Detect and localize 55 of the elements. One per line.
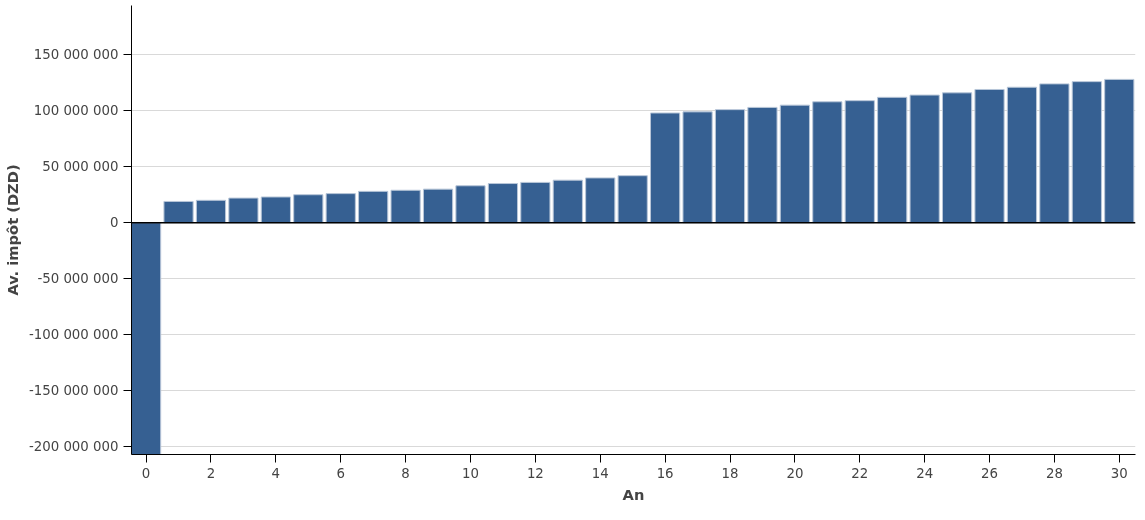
bar: [974, 88, 1005, 224]
y-tick-label: 150 000 000: [33, 47, 119, 63]
bar: [1071, 81, 1102, 224]
bar: [650, 112, 681, 224]
bar: [358, 190, 389, 224]
y-tick-label: 0: [110, 215, 119, 231]
bar: [585, 177, 616, 224]
x-tick-label: 2: [206, 465, 216, 481]
bar: [1104, 78, 1135, 224]
bar: [390, 189, 421, 224]
bar: [228, 197, 259, 224]
bar: [195, 199, 227, 224]
x-tick-label: 4: [271, 465, 281, 481]
x-tick-label: 20: [786, 465, 804, 481]
bar: [812, 101, 843, 224]
x-axis-title: An: [622, 485, 645, 503]
bar: [260, 196, 291, 224]
x-tick-label: 30: [1110, 465, 1128, 481]
bar: [1039, 83, 1070, 224]
bar: [552, 179, 583, 224]
bar: [747, 106, 778, 224]
bar: [163, 200, 194, 224]
bar: [487, 183, 519, 224]
x-tick-label: 28: [1045, 465, 1063, 481]
y-tick-label: -100 000 000: [28, 327, 119, 343]
x-tick-label: 14: [591, 465, 609, 481]
x-tick-label: 10: [462, 465, 479, 481]
y-tick-label: -200 000 000: [28, 439, 119, 455]
bar: [682, 111, 713, 224]
x-tick-label: 26: [981, 465, 999, 481]
x-tick-label: 24: [916, 465, 934, 481]
x-tick-label: 8: [401, 465, 410, 481]
y-tick-label: -50 000 000: [37, 271, 119, 287]
bar: [520, 181, 551, 224]
bar: [422, 188, 454, 224]
bar: [455, 185, 486, 224]
y-tick-label: 100 000 000: [33, 103, 119, 119]
x-tick-label: 0: [141, 465, 151, 481]
bar: [131, 222, 162, 455]
bar: [941, 92, 973, 224]
x-tick-label: 22: [851, 465, 869, 481]
y-tick-label: -150 000 000: [28, 383, 119, 399]
bar: [909, 94, 940, 224]
bar: [617, 175, 648, 224]
bar: [877, 96, 908, 224]
bar: [1006, 86, 1038, 224]
bar: [714, 109, 746, 224]
x-tick-label: 6: [336, 465, 345, 481]
y-axis-title: Av. impôt (DZD): [3, 164, 21, 296]
x-tick-label: 16: [656, 465, 674, 481]
y-tick-label: 50 000 000: [42, 159, 119, 175]
x-tick-label: 18: [721, 465, 739, 481]
x-tick-label: 12: [526, 465, 544, 481]
bar: [779, 104, 810, 224]
bar: [844, 100, 875, 224]
